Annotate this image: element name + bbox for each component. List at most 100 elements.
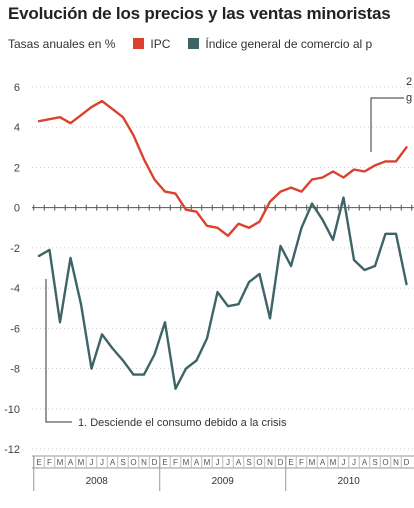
data-point-ipc (237, 222, 240, 225)
data-point-comercio (227, 305, 229, 308)
data-point-ipc (174, 192, 177, 195)
data-point-ipc (311, 178, 313, 181)
data-point-comercio (269, 317, 271, 320)
legend-label-ipc: IPC (150, 36, 171, 51)
annotation-leader-2 (370, 97, 404, 152)
data-point-comercio (38, 255, 40, 257)
month-label: M (309, 458, 316, 467)
month-label: F (173, 458, 178, 467)
data-point-ipc (290, 186, 292, 189)
data-point-ipc (185, 208, 187, 211)
data-point-ipc (69, 122, 72, 125)
series-line-comercio (37, 196, 408, 390)
data-point-ipc (38, 120, 40, 123)
data-point-ipc (90, 106, 93, 109)
data-point-ipc (143, 158, 145, 161)
data-point-comercio (164, 321, 166, 324)
data-point-ipc (395, 160, 397, 163)
month-label: D (278, 458, 284, 467)
month-label: J (226, 458, 230, 467)
y-tick-label: -8 (10, 364, 20, 376)
data-point-comercio (311, 202, 313, 205)
y-tick-label: -4 (10, 283, 20, 295)
annotation-2a: 2 (406, 76, 412, 88)
data-point-ipc (321, 176, 324, 179)
data-point-ipc (48, 118, 51, 121)
data-point-comercio (332, 238, 334, 241)
month-label: F (47, 458, 52, 467)
month-label: S (372, 458, 377, 467)
month-label: M (78, 458, 85, 467)
month-label: A (236, 458, 242, 467)
data-point-comercio (321, 218, 324, 221)
data-point-ipc (111, 108, 114, 111)
data-point-ipc (300, 190, 303, 193)
month-label: N (267, 458, 273, 467)
month-label: E (36, 458, 41, 467)
annotation-2b: g (406, 92, 412, 104)
legend-swatch-comercio (188, 38, 200, 50)
data-point-ipc (206, 224, 208, 227)
data-point-ipc (405, 146, 408, 149)
data-point-ipc (248, 226, 250, 229)
data-point-ipc (384, 160, 387, 163)
data-point-ipc (279, 190, 282, 193)
data-point-ipc (332, 170, 334, 173)
month-label: F (299, 458, 304, 467)
month-label: J (100, 458, 104, 467)
y-tick-label: -12 (4, 444, 20, 456)
data-point-comercio (59, 321, 61, 324)
data-point-ipc (269, 200, 271, 203)
month-label: A (194, 458, 200, 467)
month-label: O (130, 458, 136, 467)
month-label: S (120, 458, 125, 467)
data-point-ipc (132, 134, 135, 137)
month-label: N (141, 458, 147, 467)
chart-title: Evolución de los precios y las ventas mi… (8, 4, 391, 23)
month-label: J (342, 458, 346, 467)
month-label: M (330, 458, 337, 467)
data-point-ipc (227, 234, 229, 237)
year-label: 2009 (212, 476, 235, 487)
data-point-comercio (342, 196, 345, 199)
month-label: O (382, 458, 388, 467)
data-point-comercio (122, 359, 124, 362)
data-point-comercio (185, 367, 187, 370)
month-label: E (162, 458, 167, 467)
month-label: A (110, 458, 116, 467)
data-point-comercio (279, 244, 282, 247)
data-point-ipc (353, 168, 355, 171)
legend-label-comercio: Índice general de comercio al p (205, 36, 373, 51)
data-point-comercio (248, 281, 250, 283)
data-point-comercio (195, 359, 198, 362)
data-point-comercio (216, 291, 219, 294)
data-point-ipc (164, 190, 166, 193)
data-point-ipc (258, 220, 261, 223)
y-tick-label: -6 (10, 323, 20, 335)
data-point-comercio (374, 265, 376, 267)
month-label: E (288, 458, 293, 467)
grid-lines (32, 86, 414, 450)
annotation-1: 1. Desciende el consumo debido a la cris… (78, 417, 287, 429)
year-label: 2010 (338, 476, 361, 487)
data-point-comercio (90, 367, 93, 370)
data-series (37, 99, 408, 390)
series-line-ipc (37, 99, 408, 238)
annotations: 1. Desciende el consumo debido a la cris… (45, 76, 412, 430)
month-label: A (320, 458, 326, 467)
data-point-ipc (122, 116, 124, 119)
month-label: M (204, 458, 211, 467)
data-point-comercio (69, 257, 72, 259)
month-label: N (393, 458, 399, 467)
data-point-comercio (405, 283, 408, 285)
month-label: M (57, 458, 64, 467)
month-label: D (404, 458, 410, 467)
month-label: J (352, 458, 356, 467)
month-label: M (183, 458, 190, 467)
month-label: D (152, 458, 158, 467)
data-point-comercio (174, 387, 177, 390)
data-point-comercio (132, 373, 135, 376)
data-point-comercio (143, 373, 145, 376)
data-point-comercio (111, 347, 114, 350)
